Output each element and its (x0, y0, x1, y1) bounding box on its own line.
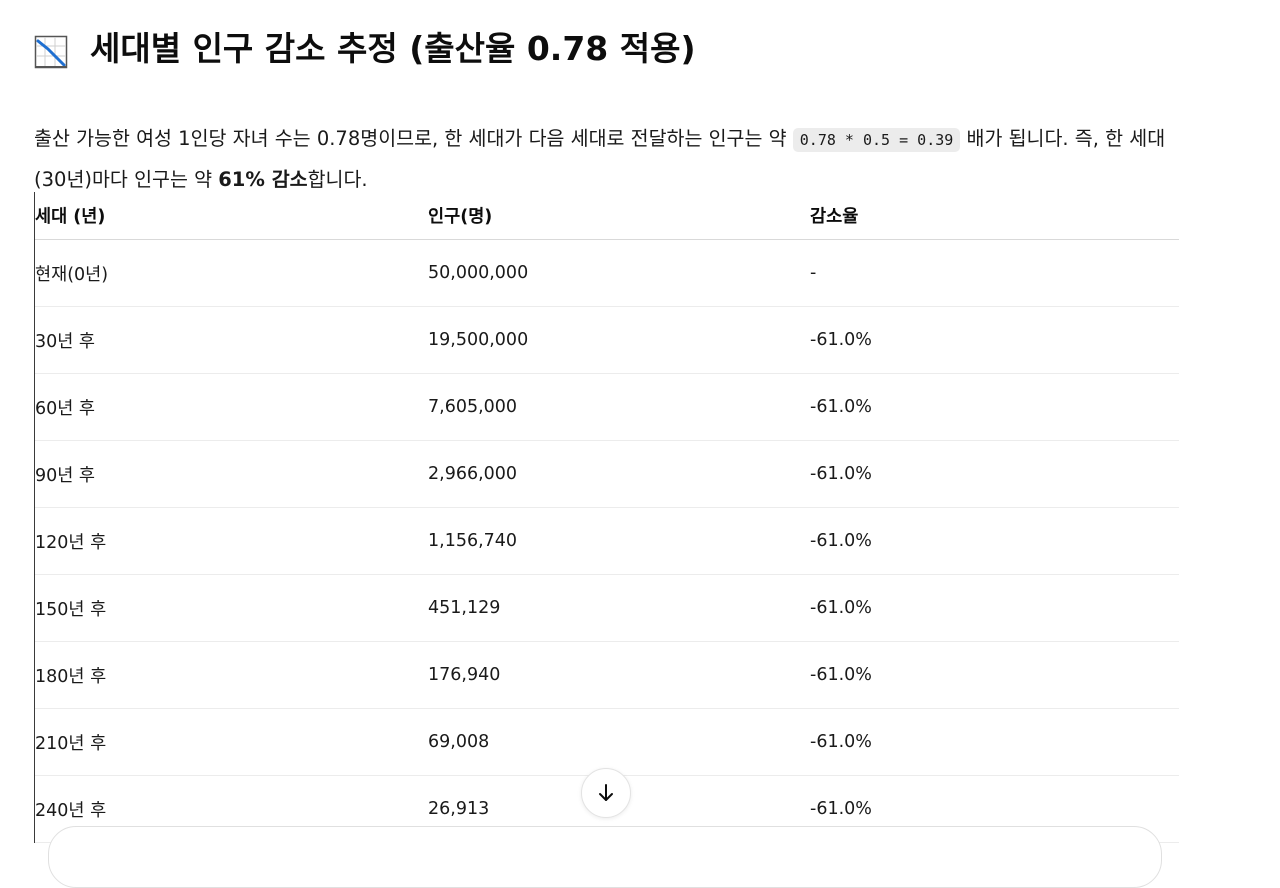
cell-population: 2,966,000 (428, 440, 810, 508)
cell-generation: 현재(0년) (35, 239, 428, 307)
table-row: 180년 후 176,940 -61.0% (35, 641, 1179, 709)
message-composer[interactable] (48, 826, 1162, 888)
cell-population: 50,000,000 (428, 239, 810, 307)
birth-rate-value: 0.78 (316, 126, 361, 150)
cell-population: 69,008 (428, 708, 810, 776)
scroll-to-bottom-button[interactable] (581, 768, 631, 818)
cell-decline-rate: -61.0% (810, 373, 1179, 441)
cell-population: 176,940 (428, 641, 810, 709)
intro-text: 배가 됩니다. 즉, 한 세대( (34, 126, 1166, 191)
intro-text: 명이므로, 한 세대가 다음 세대로 전달하는 인구는 약 (360, 126, 793, 150)
population-table-wrapper: 세대 (년) 인구(명) 감소율 현재(0년) 50,000,000 - 30년… (34, 192, 1179, 843)
header-population: 인구(명) (428, 192, 810, 240)
cell-decline-rate: -61.0% (810, 708, 1179, 776)
cell-decline-rate: -61.0% (810, 440, 1179, 508)
cell-generation: 120년 후 (35, 507, 428, 575)
cell-generation: 30년 후 (35, 306, 428, 374)
cell-generation: 90년 후 (35, 440, 428, 508)
chart-decreasing-icon (34, 33, 68, 69)
cell-decline-rate: -61.0% (810, 574, 1179, 642)
intro-text: 년)마다 인구는 약 (66, 167, 219, 191)
generation-years: 30 (41, 167, 67, 191)
cell-population: 1,156,740 (428, 507, 810, 575)
table-row: 210년 후 69,008 -61.0% (35, 708, 1179, 776)
intro-text: 합니다. (307, 167, 368, 191)
population-table: 세대 (년) 인구(명) 감소율 현재(0년) 50,000,000 - 30년… (35, 192, 1179, 843)
table-row: 90년 후 2,966,000 -61.0% (35, 440, 1179, 508)
cell-population: 19,500,000 (428, 306, 810, 374)
intro-paragraph: 출산 가능한 여성 1인당 자녀 수는 0.78명이므로, 한 세대가 다음 세… (34, 119, 1178, 200)
cell-decline-rate: -61.0% (810, 641, 1179, 709)
table-row: 150년 후 451,129 -61.0% (35, 574, 1179, 642)
inline-code: 0.78 * 0.5 = 0.39 (792, 127, 961, 152)
cell-generation: 60년 후 (35, 373, 428, 441)
cell-generation: 150년 후 (35, 574, 428, 642)
cell-decline-rate: -61.0% (810, 507, 1179, 575)
section-heading: 세대별 인구 감소 추정 (출산율 0.78 적용) (34, 24, 696, 74)
table-row: 현재(0년) 50,000,000 - (35, 239, 1179, 307)
cell-generation: 180년 후 (35, 641, 428, 709)
section-title: 세대별 인구 감소 추정 (출산율 0.78 적용) (90, 29, 696, 68)
decline-emphasis: 61% 감소 (218, 167, 308, 191)
intro-text: 출산 가능한 여성 1인당 자녀 수는 (34, 126, 317, 150)
arrow-down-icon (599, 784, 613, 801)
cell-generation: 210년 후 (35, 708, 428, 776)
cell-decline-rate: -61.0% (810, 306, 1179, 374)
table-row: 30년 후 19,500,000 -61.0% (35, 306, 1179, 374)
header-decline-rate: 감소율 (810, 192, 1179, 240)
table-row: 60년 후 7,605,000 -61.0% (35, 373, 1179, 441)
cell-population: 7,605,000 (428, 373, 810, 441)
cell-decline-rate: - (810, 239, 1179, 307)
header-generation: 세대 (년) (35, 192, 428, 240)
cell-population: 451,129 (428, 574, 810, 642)
table-header-row: 세대 (년) 인구(명) 감소율 (35, 192, 1179, 240)
table-row: 120년 후 1,156,740 -61.0% (35, 507, 1179, 575)
